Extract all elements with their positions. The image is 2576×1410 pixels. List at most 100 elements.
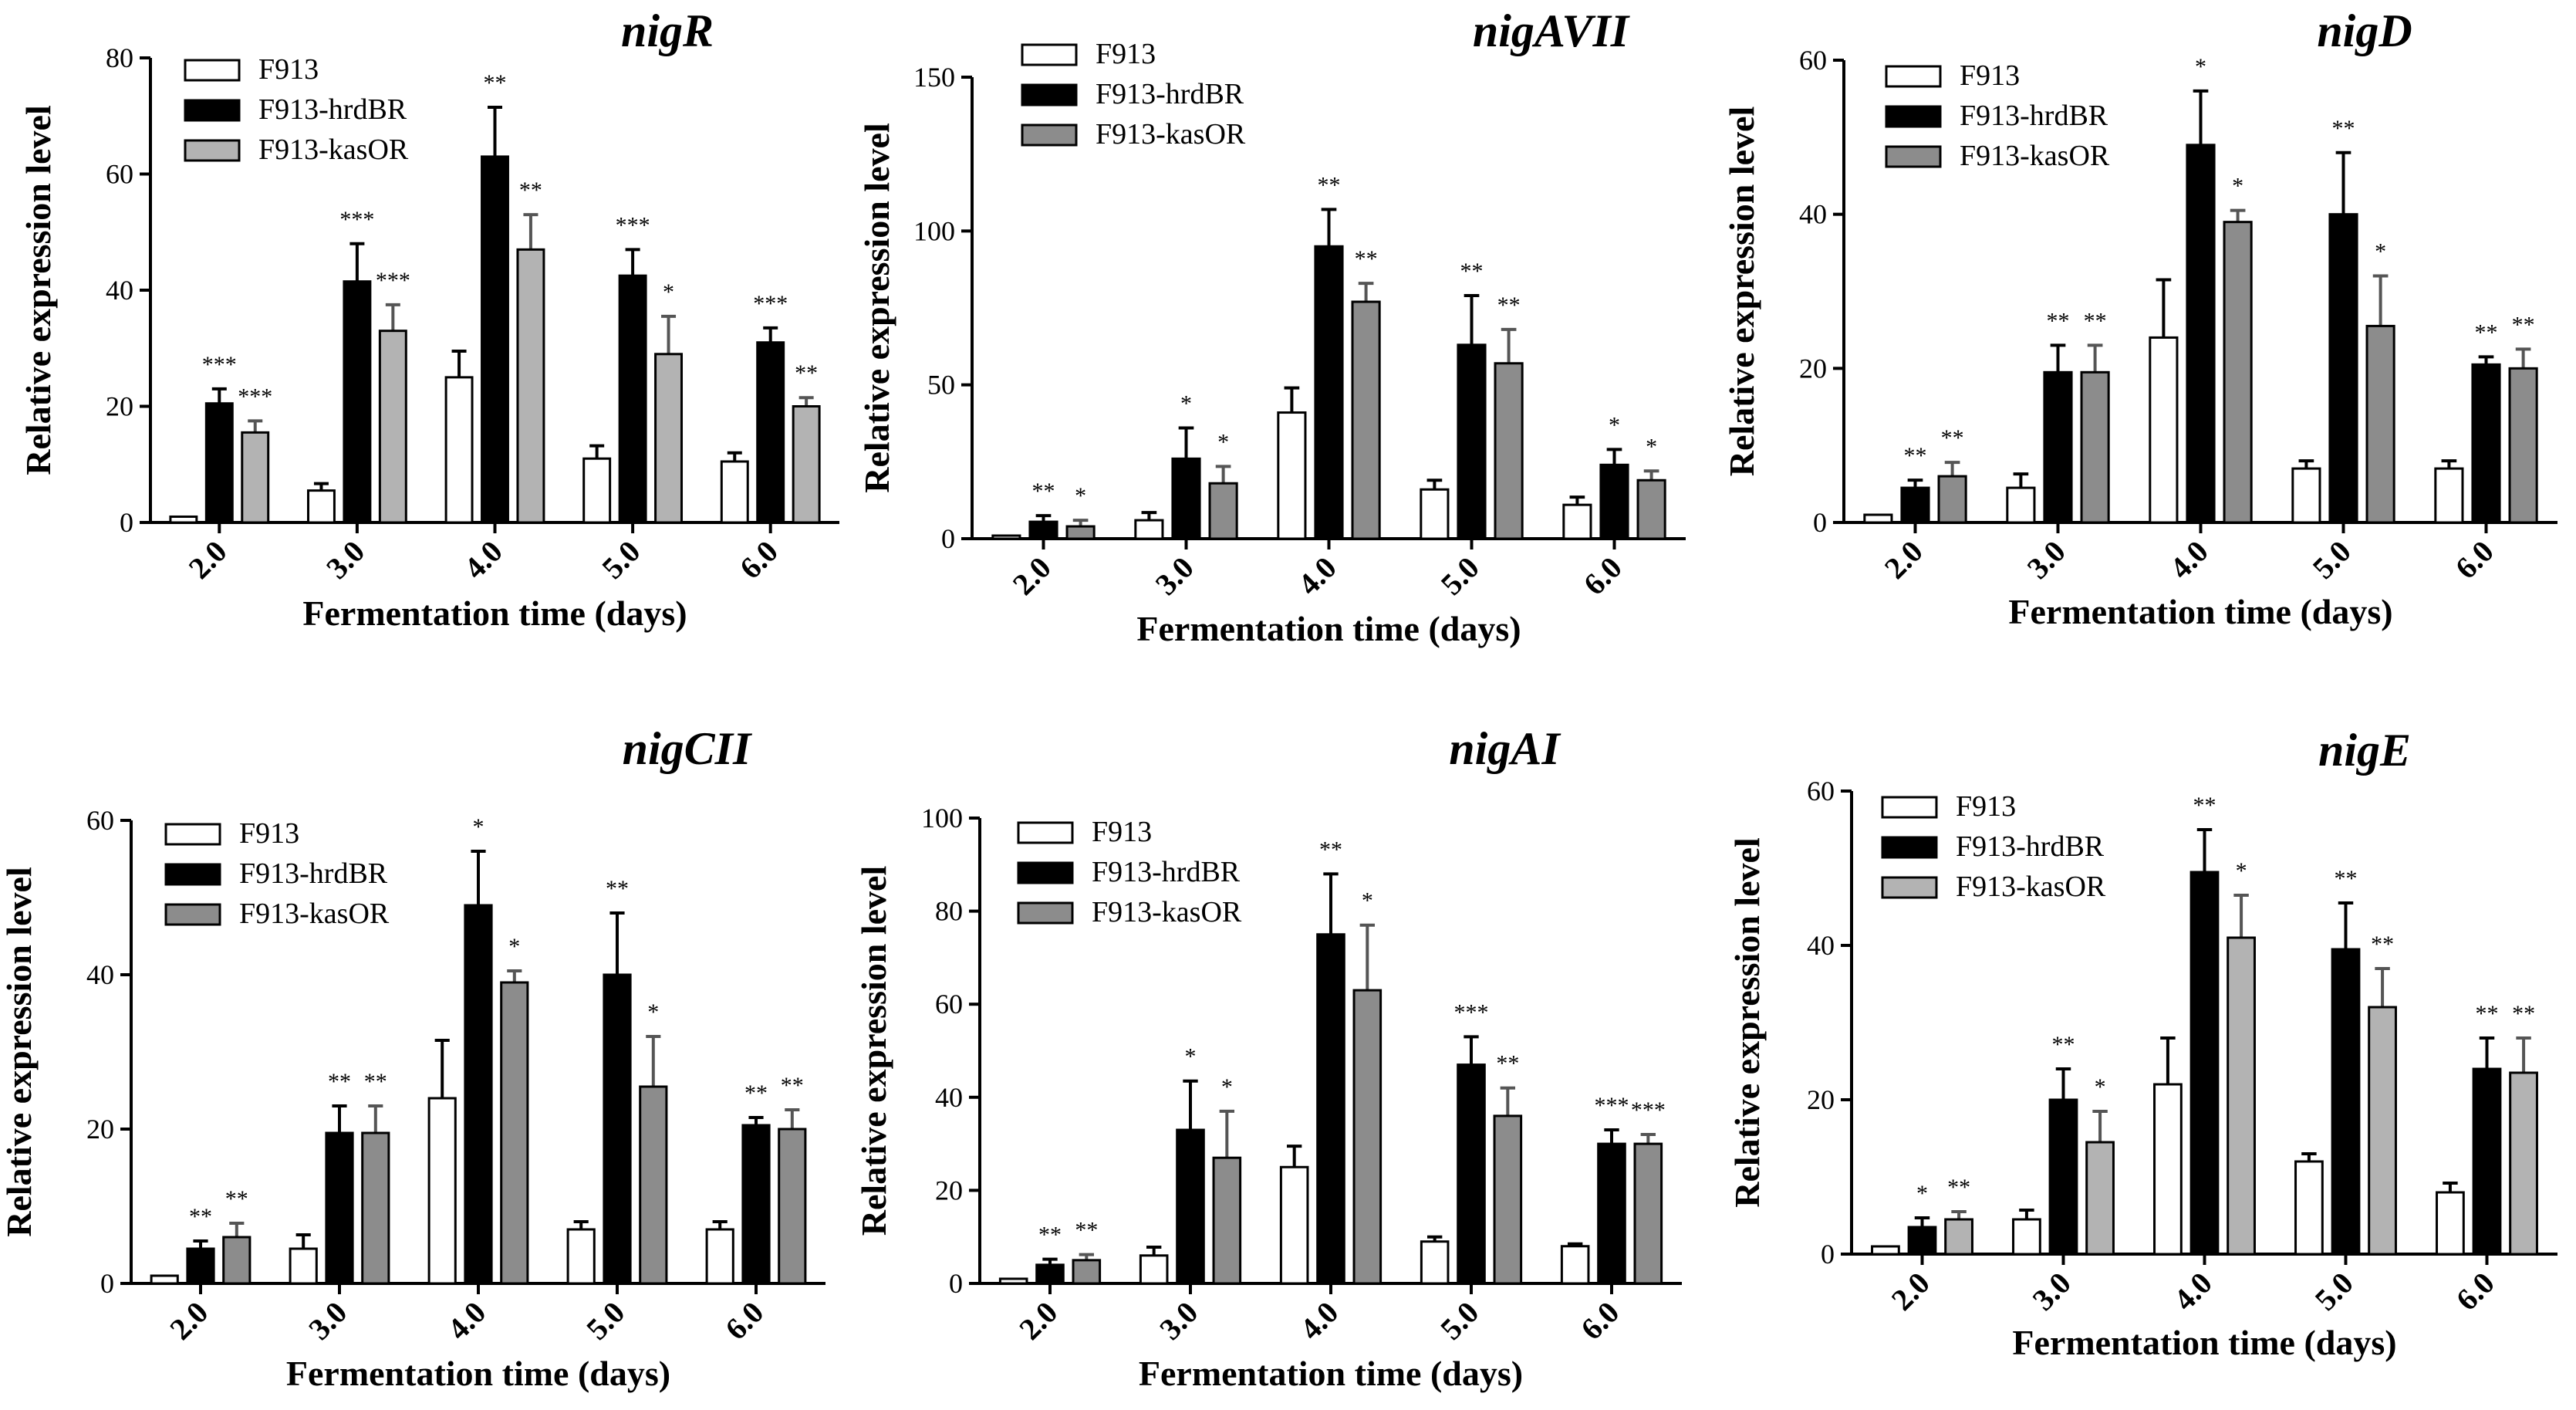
bar-F913-kasOR xyxy=(1351,300,1381,540)
significance-mark: * xyxy=(1185,1044,1197,1070)
y-tick-label: 80 xyxy=(106,42,133,73)
bar-F913-hrdBR xyxy=(1599,463,1629,540)
bar-F913 xyxy=(1139,1254,1169,1285)
legend-entry: F913-kasOR xyxy=(1956,871,2106,903)
bar-F913-kasOR xyxy=(222,1236,252,1285)
legend-swatch xyxy=(1017,901,1074,925)
significance-mark: ** xyxy=(606,876,629,901)
legend-swatch xyxy=(1885,65,1942,88)
bar-F913-kasOR xyxy=(2368,1006,2397,1256)
legend-entry: F913-kasOR xyxy=(1960,140,2110,172)
y-tick-label: 100 xyxy=(921,803,963,833)
significance-mark: ** xyxy=(2052,1032,2075,1057)
significance-mark: * xyxy=(1221,1074,1233,1100)
bar-F913-kasOR xyxy=(361,1131,390,1285)
x-tick-label: 2.0 xyxy=(163,1295,214,1347)
legend-entry: F913-hrdBR xyxy=(1092,856,1241,888)
bar-F913-kasOR xyxy=(2365,324,2395,524)
significance-mark: ** xyxy=(2476,1001,2499,1026)
y-tick-label: 0 xyxy=(120,507,133,538)
x-tick-label: 4.0 xyxy=(1293,1295,1345,1347)
bar-F913-kasOR xyxy=(639,1085,668,1285)
x-tick-label: 3.0 xyxy=(1153,1295,1204,1347)
bar-F913 xyxy=(1420,1240,1450,1285)
x-tick-label: 5.0 xyxy=(1434,550,1486,602)
y-tick-label: 60 xyxy=(86,805,114,836)
significance-mark: *** xyxy=(753,291,788,316)
significance-mark: * xyxy=(1609,412,1620,438)
bar-F913-kasOR xyxy=(778,1128,807,1285)
bar-F913 xyxy=(2434,467,2464,524)
significance-mark: * xyxy=(2232,174,2243,199)
significance-mark: ** xyxy=(1318,172,1341,198)
bar-F913-hrdBR xyxy=(2186,144,2216,524)
significance-mark: ** xyxy=(364,1069,387,1094)
legend-entry: F913-hrdBR xyxy=(1096,78,1244,110)
bar-F913-hrdBR xyxy=(2471,363,2501,524)
x-axis-label: Fermentation time (days) xyxy=(286,1354,670,1393)
x-tick-label: 4.0 xyxy=(441,1295,492,1347)
significance-mark: ** xyxy=(2332,116,2355,141)
y-tick-label: 0 xyxy=(941,523,955,554)
bar-F913-hrdBR xyxy=(2331,948,2361,1256)
y-tick-label: 20 xyxy=(935,1175,963,1205)
y-tick-label: 20 xyxy=(1807,1084,1835,1115)
significance-mark: * xyxy=(2095,1074,2106,1100)
x-tick-label: 6.0 xyxy=(1577,550,1629,602)
bar-F913-hrdBR xyxy=(2043,370,2073,524)
bar-F913-kasOR xyxy=(1352,989,1383,1285)
bar-F913-hrdBR xyxy=(1907,1226,1937,1256)
bar-F913-hrdBR xyxy=(741,1124,771,1285)
bar-F913 xyxy=(1562,503,1592,540)
significance-mark: ** xyxy=(1941,425,1964,451)
significance-mark: ** xyxy=(795,360,818,386)
x-axis-label: Fermentation time (days) xyxy=(1136,609,1521,648)
bar-F913-kasOR xyxy=(1494,362,1524,540)
bar-F913 xyxy=(998,1277,1028,1285)
bar-F913-hrdBR xyxy=(2189,871,2220,1256)
y-tick-label: 150 xyxy=(913,62,955,93)
legend-entry: F913 xyxy=(1092,816,1152,848)
bar-F913 xyxy=(427,1097,457,1285)
legend-swatch xyxy=(1881,876,1938,899)
significance-mark: * xyxy=(473,814,484,840)
bar-F913-hrdBR xyxy=(1597,1142,1626,1285)
y-tick-label: 60 xyxy=(1807,776,1835,806)
bar-F913 xyxy=(566,1228,596,1285)
y-tick-label: 0 xyxy=(949,1268,963,1299)
bar-F913 xyxy=(289,1247,318,1285)
bar-F913 xyxy=(2436,1191,2465,1256)
bar-F913-hrdBR xyxy=(464,904,493,1285)
bar-F913 xyxy=(1134,519,1164,540)
legend-entry: F913 xyxy=(1960,59,2020,92)
y-tick-label: 40 xyxy=(86,959,114,990)
bar-F913-kasOR xyxy=(1636,478,1666,540)
y-tick-label: 100 xyxy=(913,215,955,246)
significance-mark: *** xyxy=(1631,1097,1666,1123)
bar-F913 xyxy=(2149,336,2179,524)
chart-nigCII: nigCII Relative expression level 0 20 40 60 2.… xyxy=(0,723,825,1393)
legend-swatch xyxy=(184,139,241,162)
chart-nigAVII: nigAVII Relative expression level 0 50 100 15… xyxy=(857,5,1686,648)
bar-F913-kasOR xyxy=(241,431,270,524)
x-tick-label: 2.0 xyxy=(1885,1266,1936,1317)
y-tick-label: 0 xyxy=(1813,507,1827,538)
significance-mark: *** xyxy=(376,268,410,293)
significance-mark: ** xyxy=(484,70,507,96)
x-tick-label: 5.0 xyxy=(595,534,647,586)
bar-F913-hrdBR xyxy=(2048,1098,2078,1256)
legend-entry: F913-kasOR xyxy=(1092,896,1242,928)
y-tick-label: 0 xyxy=(100,1268,114,1299)
legend-swatch xyxy=(184,59,241,82)
significance-mark: * xyxy=(1217,429,1229,455)
y-axis-label: Relative expression level xyxy=(854,866,893,1236)
bar-F913 xyxy=(306,489,336,524)
significance-mark: ** xyxy=(1460,259,1484,284)
significance-mark: *** xyxy=(238,384,272,409)
x-axis-label: Fermentation time (days) xyxy=(302,593,687,633)
legend-entry: F913-kasOR xyxy=(239,898,390,930)
significance-mark: ** xyxy=(1904,443,1927,468)
significance-mark: ** xyxy=(2047,308,2070,333)
y-axis-label: Relative expression level xyxy=(1722,107,1761,477)
legend-entry: F913-kasOR xyxy=(1096,118,1246,150)
